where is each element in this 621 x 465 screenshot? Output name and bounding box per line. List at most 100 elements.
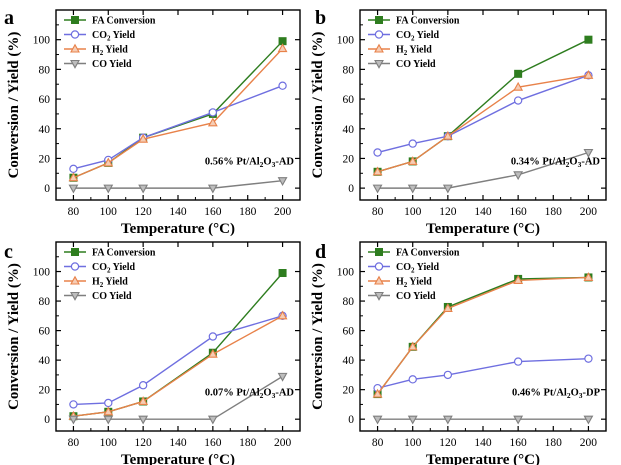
data-point — [583, 69, 594, 79]
data-point — [68, 184, 79, 194]
x-axis-title: Temperature (°C) — [426, 452, 540, 465]
y-tick-label: 100 — [33, 35, 51, 47]
legend-item: CO2 Yield — [64, 262, 135, 275]
panel-b: b 80 100 120 140 160 180 200 0 20 40 60 80 100 FA Conv… — [310, 7, 607, 237]
series-co2-yield — [373, 354, 593, 393]
plot-frame — [55, 241, 301, 432]
data-point — [407, 415, 418, 425]
series-h2-yield — [372, 69, 594, 176]
panel-letter: d — [315, 241, 326, 263]
legend-label: H2 Yield — [396, 45, 432, 58]
x-tick-label: 100 — [404, 206, 422, 218]
y-tick-label: 80 — [39, 296, 51, 308]
legend-marker — [374, 30, 384, 39]
data-point — [372, 388, 383, 398]
legend-item: FA Conversion — [368, 16, 460, 27]
x-tick-label: 140 — [474, 206, 492, 218]
legend-item: CO2 Yield — [64, 30, 135, 43]
series-line — [377, 74, 589, 154]
data-point — [138, 381, 148, 390]
data-point — [104, 398, 113, 408]
data-point — [372, 184, 383, 194]
legend-label: H2 Yield — [396, 277, 432, 290]
data-point — [442, 415, 453, 425]
legend-label: CO2 Yield — [92, 262, 135, 275]
panel-letter: c — [4, 241, 13, 263]
legend-item: H2 Yield — [368, 275, 432, 290]
x-tick-label: 160 — [204, 437, 222, 449]
legend-marker — [374, 291, 384, 301]
legend-item: H2 Yield — [368, 43, 432, 58]
data-point — [583, 272, 594, 281]
x-tick-label: 120 — [135, 206, 153, 218]
legend-marker — [70, 30, 80, 39]
data-point — [513, 96, 523, 105]
legend-item: CO Yield — [64, 59, 132, 70]
x-tick-label: 200 — [274, 437, 292, 449]
x-tick-label: 160 — [204, 206, 222, 218]
panel-letter: a — [4, 7, 14, 29]
legend-label: CO Yield — [92, 291, 132, 302]
data-point — [407, 341, 418, 351]
x-tick-label: 140 — [169, 437, 187, 449]
data-point — [513, 415, 524, 425]
legend-marker — [70, 291, 80, 301]
legend-marker — [374, 15, 383, 24]
sample-label: 0.07% Pt/Al2O3-AD — [205, 388, 295, 401]
series-co-yield — [372, 148, 594, 194]
y-tick-label: 80 — [343, 296, 355, 308]
data-point — [207, 348, 218, 358]
y-tick-label: 20 — [39, 385, 51, 397]
legend-marker — [374, 247, 383, 256]
data-point — [442, 130, 453, 140]
legend-label: CO2 Yield — [92, 30, 135, 43]
data-point — [103, 184, 114, 194]
legend-label: CO2 Yield — [396, 262, 439, 275]
data-point — [277, 43, 288, 53]
plot-frame — [359, 9, 607, 201]
data-point — [138, 396, 149, 406]
series-h2-yield — [68, 43, 288, 182]
sample-label: 0.56% Pt/Al2O3-AD — [205, 156, 295, 169]
y-tick-label: 100 — [33, 267, 51, 279]
x-tick-label: 120 — [439, 206, 457, 218]
x-tick-label: 200 — [580, 206, 598, 218]
legend-marker — [374, 275, 384, 285]
y-tick-label: 40 — [39, 124, 51, 136]
data-point — [277, 177, 288, 187]
data-point — [277, 310, 288, 320]
data-point — [513, 81, 524, 91]
legend-marker — [70, 262, 80, 271]
y-tick-label: 80 — [39, 64, 51, 76]
data-point — [408, 375, 417, 384]
x-axis-title: Temperature (°C) — [121, 221, 235, 237]
data-point — [208, 108, 218, 117]
plot-frame — [359, 241, 607, 432]
data-point — [68, 415, 79, 425]
x-tick-label: 120 — [135, 437, 153, 449]
panel-c: c 80 100 120 140 160 180 200 0 20 40 60 80 100 FA Conv… — [4, 241, 301, 465]
legend-marker — [70, 43, 80, 53]
x-tick-label: 80 — [372, 437, 384, 449]
y-tick-label: 0 — [348, 183, 354, 195]
y-tick-label: 40 — [343, 355, 355, 367]
y-tick-label: 100 — [337, 267, 355, 279]
data-point — [68, 172, 79, 182]
data-point — [138, 133, 149, 143]
y-axis-title: Conversion / Yield (%) — [6, 263, 22, 410]
data-point — [442, 303, 453, 312]
data-point — [372, 166, 383, 176]
y-tick-label: 60 — [39, 326, 51, 338]
data-point — [513, 171, 524, 181]
legend-marker — [374, 59, 384, 69]
legend-marker — [374, 262, 384, 271]
series-co-yield — [372, 415, 594, 425]
legend-item: FA Conversion — [64, 16, 156, 27]
x-tick-label: 80 — [372, 206, 384, 218]
legend-label: FA Conversion — [92, 16, 156, 27]
x-tick-label: 160 — [510, 437, 528, 449]
data-point — [207, 415, 218, 425]
data-point — [103, 406, 114, 416]
series-co-yield — [68, 177, 288, 194]
